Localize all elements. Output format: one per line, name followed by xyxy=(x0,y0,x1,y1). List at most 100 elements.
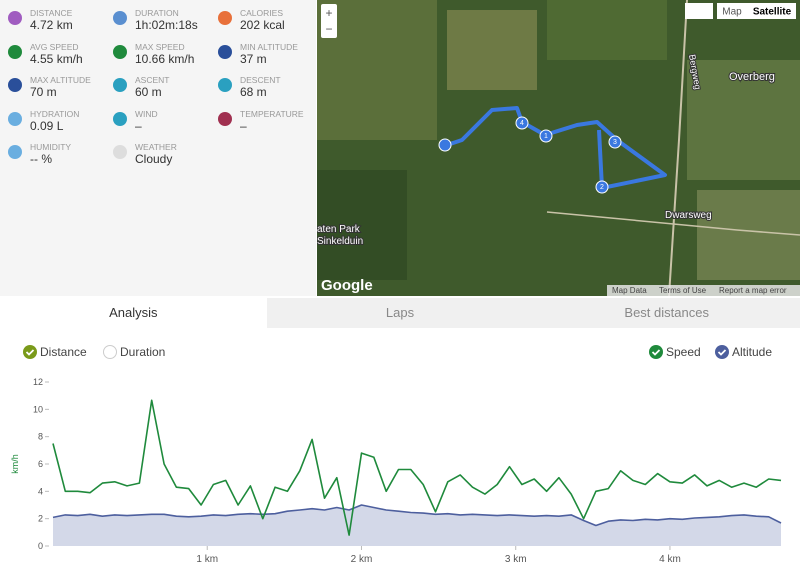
stat-label: CALORIES xyxy=(240,8,283,18)
stat-value: – xyxy=(240,118,247,133)
map-footer xyxy=(607,285,800,296)
stat-icon xyxy=(218,78,232,92)
tabs: Analysis Laps Best distances xyxy=(0,298,800,328)
stat-icon xyxy=(218,111,232,126)
zoom-control xyxy=(321,4,337,38)
place-label: Sinkelduin xyxy=(317,236,363,247)
stat-value: 10.66 km/h xyxy=(135,51,195,66)
check-mark xyxy=(717,349,727,356)
tab[interactable]: Best distances xyxy=(533,298,800,328)
stats-panel: DISTANCE 4.72 km DURATION 1h:02m:18s CALORIE… xyxy=(0,0,316,296)
stat: HYDRATION 0.09 L xyxy=(8,109,108,139)
marker-label: 1 xyxy=(544,133,548,140)
place-label: aten Park xyxy=(317,224,361,235)
lap-marker[interactable] xyxy=(539,129,553,143)
place-label: Overberg xyxy=(729,71,775,83)
route xyxy=(446,106,667,190)
stat: MIN ALTITUDE 37 m xyxy=(218,42,318,72)
stat-icon xyxy=(113,111,127,126)
toggle-label[interactable]: Altitude xyxy=(732,345,772,359)
stat-label: DESCENT xyxy=(240,75,281,85)
map-field xyxy=(447,10,537,90)
tab[interactable]: Analysis xyxy=(0,298,267,328)
x-tick-label: 3 km xyxy=(505,554,527,565)
stat-value: 202 kcal xyxy=(240,18,285,32)
stat-label: HUMIDITY xyxy=(30,142,72,152)
stat-label: TEMPERATURE xyxy=(240,108,304,119)
stat-label: HYDRATION xyxy=(30,108,80,119)
toggle-label[interactable]: Duration xyxy=(120,345,165,359)
stat-label: DISTANCE xyxy=(30,8,73,18)
tab[interactable]: Laps xyxy=(266,298,534,328)
start-marker[interactable] xyxy=(438,138,452,152)
road xyxy=(546,211,800,236)
stat-label: MAX ALTITUDE xyxy=(30,75,91,85)
check-mark xyxy=(25,349,35,356)
map-field xyxy=(687,60,800,180)
lap-marker[interactable] xyxy=(608,135,622,149)
stat: TEMPERATURE – xyxy=(218,109,318,139)
toggle-label[interactable]: Speed xyxy=(666,345,701,359)
stat-icon xyxy=(113,11,127,25)
stat-icon xyxy=(8,44,22,59)
toggle-check[interactable] xyxy=(715,345,729,359)
x-tick-label: 4 km xyxy=(659,554,681,565)
map-field xyxy=(697,190,800,280)
fullscreen-button[interactable] xyxy=(685,3,713,19)
map-data[interactable]: Map Data xyxy=(612,286,647,295)
stat: AVG SPEED 4.55 km/h xyxy=(8,42,108,72)
y-tick-label: 10 xyxy=(33,404,43,414)
stat-value: 68 m xyxy=(240,85,267,99)
stat-label: WIND xyxy=(135,108,158,119)
lap-marker[interactable] xyxy=(515,116,529,130)
y-tick-label: 8 xyxy=(38,432,43,442)
lap-marker[interactable] xyxy=(595,180,609,194)
stat-icon xyxy=(218,44,232,59)
stat: MAX ALTITUDE 70 m xyxy=(8,75,108,105)
place-label: Dwarsweg xyxy=(665,210,712,221)
terms-link[interactable]: Terms of Use xyxy=(659,286,707,295)
stat-label: MAX SPEED xyxy=(135,41,185,52)
stat: WIND – xyxy=(113,109,213,139)
stat-value: 37 m xyxy=(240,51,267,66)
y-tick-label: 2 xyxy=(38,514,43,524)
stat-label: MIN ALTITUDE xyxy=(240,41,298,52)
y-tick-label: 6 xyxy=(38,459,43,469)
zoom-out[interactable]: − xyxy=(325,22,332,36)
toggle-check[interactable] xyxy=(23,345,37,359)
check-mark xyxy=(651,349,661,356)
x-tick-label: 2 km xyxy=(351,554,373,565)
marker-label: 2 xyxy=(600,184,604,191)
stat-value: 0.09 L xyxy=(30,118,64,133)
map-type-button[interactable] xyxy=(717,3,748,19)
y-tick-label: 0 xyxy=(38,541,43,551)
marker-label: 4 xyxy=(520,120,524,127)
stat-label: WEATHER xyxy=(135,142,177,152)
map-button[interactable]: Map xyxy=(722,7,742,18)
stat-icon xyxy=(218,11,232,25)
google-logo: Google xyxy=(321,277,373,294)
stat: MAX SPEED 10.66 km/h xyxy=(113,42,213,72)
x-tick-label: 1 km xyxy=(196,554,218,565)
stat-label: AVG SPEED xyxy=(30,41,79,52)
satellite-type-button[interactable] xyxy=(748,3,796,19)
chart: Distance Duration Speed Altitude km/h 0 2 4 6 8 10… xyxy=(10,345,782,565)
stat-value: Cloudy xyxy=(135,152,173,166)
stat: DESCENT 68 m xyxy=(218,75,318,105)
map-forest xyxy=(317,170,407,280)
zoom-in[interactable]: + xyxy=(325,6,332,20)
toggle-label[interactable]: Distance xyxy=(40,345,87,359)
toggle-check[interactable] xyxy=(103,345,117,359)
stat-value: 70 m xyxy=(30,85,57,99)
map[interactable]: 4 1 3 2 Overberg Bergweg Dwarsweg aten P… xyxy=(317,0,800,296)
stat-label: DURATION xyxy=(135,8,179,18)
report-link[interactable]: Report a map error xyxy=(719,286,787,295)
stat-value: 60 m xyxy=(135,85,162,99)
satellite-button[interactable]: Satellite xyxy=(753,7,792,18)
stat: ASCENT 60 m xyxy=(113,75,213,105)
area xyxy=(53,505,781,546)
stat-value: 4.72 km xyxy=(30,18,73,32)
road xyxy=(668,0,688,296)
toggle-check[interactable] xyxy=(649,345,663,359)
